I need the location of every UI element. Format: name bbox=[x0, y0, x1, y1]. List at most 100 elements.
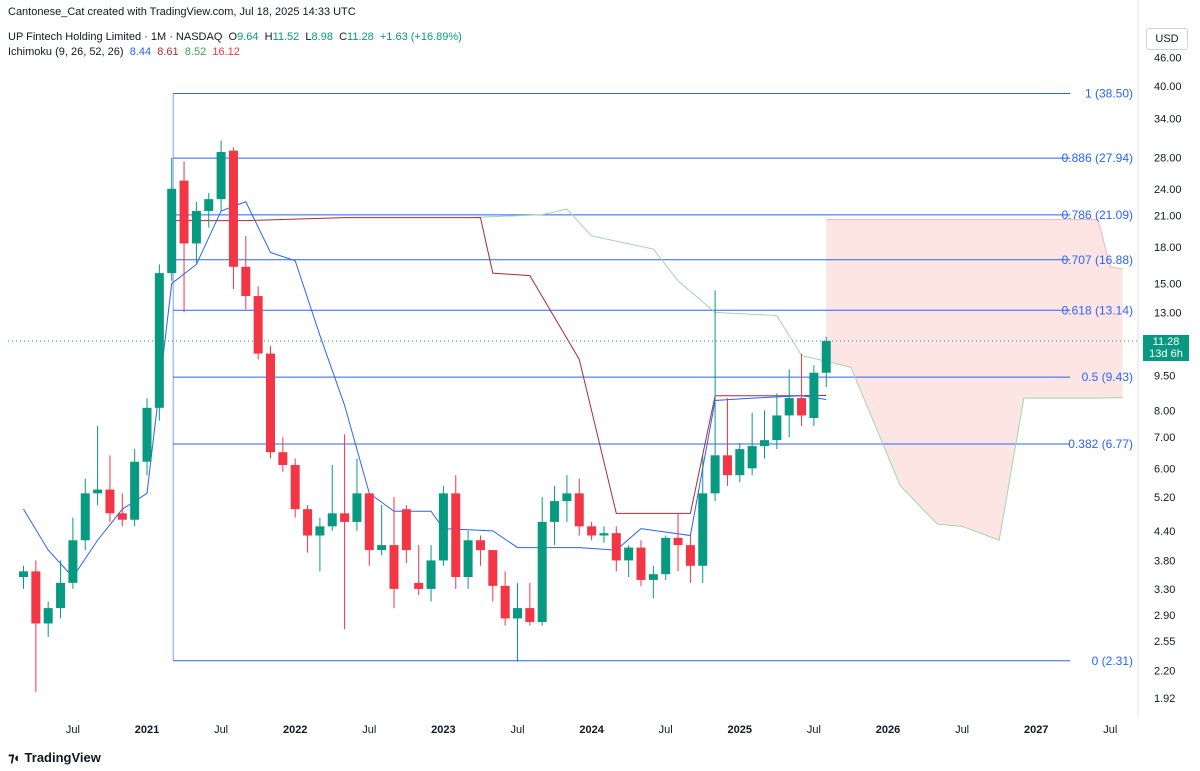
close-value: 11.28 bbox=[347, 31, 374, 43]
span-b-value: 16.12 bbox=[212, 46, 240, 58]
candle-body-64 bbox=[809, 372, 819, 419]
y-tick-label-14: 5.20 bbox=[1154, 492, 1175, 504]
x-tick-label-5: 2023 bbox=[431, 724, 455, 736]
span-b-line bbox=[826, 219, 1123, 270]
high-label: H bbox=[264, 31, 273, 43]
y-tick-label-6: 18.00 bbox=[1154, 242, 1182, 254]
kijun-value: 8.61 bbox=[157, 46, 179, 58]
fib-level-label-4: 0.618 (13.14) bbox=[1062, 303, 1133, 317]
candle-body-9 bbox=[130, 461, 140, 520]
candle-body-13 bbox=[179, 180, 189, 244]
y-tick-label-7: 15.00 bbox=[1154, 279, 1182, 291]
x-tick-label-6: Jul bbox=[510, 724, 524, 736]
candle-body-1 bbox=[31, 571, 41, 624]
candle-body-31 bbox=[401, 509, 411, 551]
y-tick-label-5: 21.00 bbox=[1154, 211, 1182, 223]
tradingview-logo[interactable]: ⁊◖ TradingView bbox=[8, 750, 101, 766]
candle-body-0 bbox=[19, 571, 28, 578]
last-price-tag: 11.28 13d 6h bbox=[1143, 335, 1189, 361]
candle-body-48 bbox=[611, 533, 621, 561]
candle-body-22 bbox=[290, 464, 300, 510]
candle-body-27 bbox=[352, 493, 362, 522]
candle-body-8 bbox=[117, 513, 127, 520]
x-tick-label-1: 2021 bbox=[135, 724, 159, 736]
candle-body-12 bbox=[167, 188, 177, 274]
candle-body-17 bbox=[228, 150, 238, 267]
x-tick-label-3: 2022 bbox=[283, 724, 307, 736]
open-value: 9.64 bbox=[237, 31, 259, 43]
candle-body-2 bbox=[43, 608, 53, 624]
candle-body-6 bbox=[93, 489, 103, 494]
candle-body-21 bbox=[278, 452, 288, 465]
symbol-name[interactable]: UP Fintech Holding Limited · 1M · NASDAQ bbox=[8, 31, 223, 43]
fib-level-label-6: 0.382 (6.77) bbox=[1068, 437, 1133, 451]
candle-body-60 bbox=[760, 440, 769, 447]
candle-body-3 bbox=[56, 582, 66, 609]
candle-body-15 bbox=[204, 199, 214, 211]
candle-body-49 bbox=[624, 547, 634, 561]
candle-body-44 bbox=[562, 493, 572, 502]
high-value: 11.52 bbox=[272, 31, 300, 43]
fib-level-label-3: 0.707 (16.88) bbox=[1062, 253, 1133, 267]
candle-body-23 bbox=[303, 509, 313, 536]
candle-body-33 bbox=[426, 560, 436, 589]
close-label: C bbox=[339, 31, 348, 43]
x-tick-label-10: Jul bbox=[807, 724, 821, 736]
candle-body-25 bbox=[327, 513, 337, 527]
candle-body-61 bbox=[772, 415, 782, 441]
candle-body-59 bbox=[747, 446, 757, 469]
chart-credit: Cantonese_Cat created with TradingView.c… bbox=[8, 6, 356, 18]
candle-body-30 bbox=[389, 545, 399, 589]
x-tick-label-2: Jul bbox=[214, 724, 228, 736]
candle-body-24 bbox=[315, 526, 325, 536]
candle-body-39 bbox=[500, 585, 510, 619]
candle-body-14 bbox=[191, 210, 201, 244]
y-tick-label-12: 7.00 bbox=[1154, 432, 1175, 444]
currency-button[interactable]: USD bbox=[1146, 28, 1188, 50]
candle-body-35 bbox=[451, 493, 461, 578]
candle-body-29 bbox=[377, 545, 387, 551]
candle-body-52 bbox=[661, 537, 671, 575]
candle-body-45 bbox=[574, 493, 584, 527]
candle-body-36 bbox=[463, 540, 473, 578]
tradingview-logo-icon: ⁊◖ bbox=[8, 750, 20, 765]
x-tick-label-7: 2024 bbox=[579, 724, 604, 736]
y-tick-label-15: 4.40 bbox=[1154, 526, 1175, 538]
candle-body-54 bbox=[685, 545, 695, 566]
y-tick-label-10: 9.50 bbox=[1154, 371, 1175, 383]
candle-body-20 bbox=[266, 353, 275, 453]
ichimoku-cloud bbox=[826, 219, 1123, 541]
candle-body-4 bbox=[68, 540, 78, 583]
y-tick-label-18: 2.90 bbox=[1154, 610, 1175, 622]
fib-level-label-5: 0.5 (9.43) bbox=[1082, 370, 1133, 384]
change-value: +1.63 (+16.89%) bbox=[379, 31, 462, 43]
candle-body-7 bbox=[105, 489, 115, 514]
x-tick-label-11: 2026 bbox=[876, 724, 900, 736]
y-tick-label-8: 13.00 bbox=[1154, 307, 1182, 319]
candle-body-55 bbox=[698, 493, 708, 566]
candle-body-26 bbox=[340, 513, 350, 522]
low-value: 8.98 bbox=[311, 31, 333, 43]
y-tick-label-0: 46.00 bbox=[1154, 53, 1182, 65]
indicator-name[interactable]: Ichimoku (9, 26, 52, 26) bbox=[8, 46, 124, 58]
y-tick-label-3: 28.00 bbox=[1154, 153, 1182, 165]
candle-body-16 bbox=[216, 152, 226, 200]
x-tick-label-0: Jul bbox=[66, 724, 80, 736]
candle-body-37 bbox=[475, 540, 485, 551]
candle-body-42 bbox=[537, 521, 547, 623]
x-tick-label-4: Jul bbox=[362, 724, 376, 736]
y-tick-label-20: 2.20 bbox=[1154, 666, 1175, 678]
low-label: L bbox=[305, 31, 312, 43]
candle-body-46 bbox=[587, 526, 597, 536]
candle-body-58 bbox=[735, 449, 745, 476]
symbol-legend: UP Fintech Holding Limited · 1M · NASDAQ… bbox=[8, 31, 462, 43]
candle-body-10 bbox=[142, 407, 152, 462]
kijun-line bbox=[171, 217, 827, 514]
y-tick-label-21: 1.92 bbox=[1154, 693, 1175, 705]
candle-body-65 bbox=[821, 341, 831, 373]
candle-body-38 bbox=[488, 550, 498, 586]
indicator-legend: Ichimoku (9, 26, 52, 26) 8.44 8.61 8.52 … bbox=[8, 46, 240, 58]
x-tick-label-9: 2025 bbox=[728, 724, 752, 736]
y-tick-label-1: 40.00 bbox=[1154, 81, 1182, 93]
